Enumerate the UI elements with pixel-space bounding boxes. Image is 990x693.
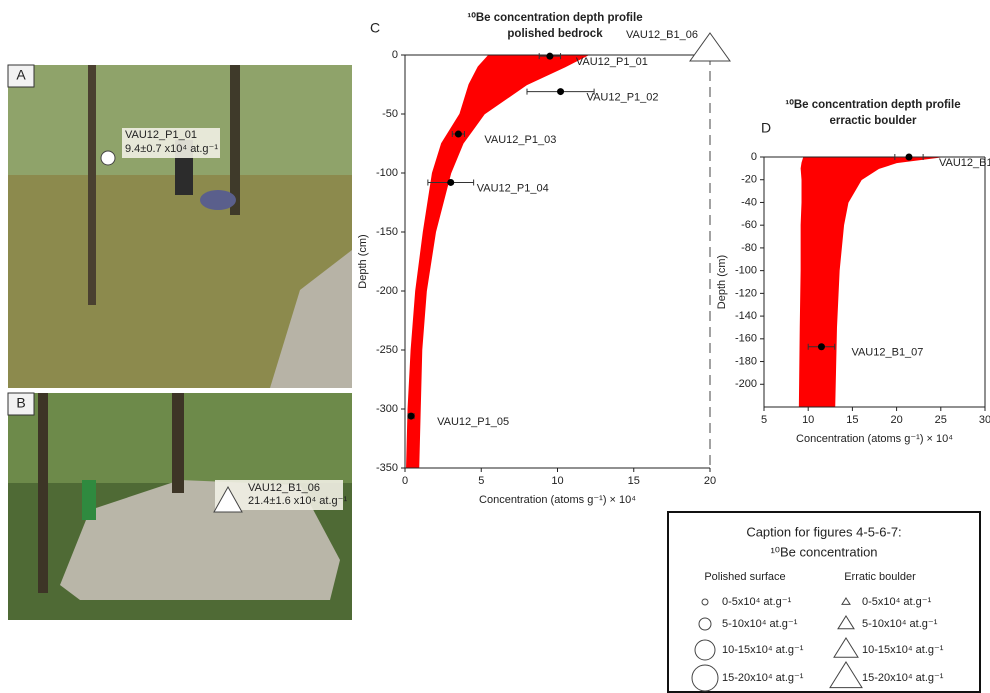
legend-label: 10-15x10⁴ at.g⁻¹: [862, 644, 944, 656]
y-tick-label: -250: [376, 344, 398, 356]
legend-circle: [698, 617, 712, 631]
legend-triangle: [837, 615, 855, 630]
x-tick-label: 15: [628, 475, 640, 487]
sample-point: [447, 178, 455, 186]
legend-triangle: [829, 661, 863, 689]
legend-label: 0-5x10⁴ at.g⁻¹: [862, 596, 932, 608]
chart-title: ¹⁰Be concentration depth profile: [785, 98, 960, 111]
sample-point: [454, 130, 462, 138]
sample-label: VAU12_B1_06: [939, 157, 990, 169]
caption-subtitle: ¹⁰Be concentration: [770, 544, 877, 559]
y-tick-label: -300: [376, 403, 398, 415]
y-tick-label: -100: [735, 265, 757, 277]
model-band: [406, 54, 589, 469]
sample-label: VAU12_P1_04: [477, 182, 549, 194]
sample-point: [407, 412, 415, 420]
caption-box: [667, 511, 981, 693]
legend-triangle: [833, 637, 859, 658]
y-tick-label: 0: [392, 49, 398, 61]
panel-letter: D: [761, 120, 771, 136]
x-tick-label: 5: [478, 475, 484, 487]
x-tick-label: 20: [890, 414, 902, 426]
y-axis-label: Depth (cm): [716, 255, 728, 309]
y-tick-label: -120: [735, 287, 757, 299]
caption-title: Caption for figures 4-5-6-7:: [746, 524, 901, 539]
photo-concentration: 21.4±1.6 x10⁴ at.g⁻¹: [248, 495, 347, 507]
sample-label: VAU12_P1_03: [484, 134, 556, 146]
y-tick-label: 0: [751, 151, 757, 163]
panel-letter: C: [370, 20, 380, 36]
legend-triangle: [841, 597, 851, 605]
y-tick-label: -100: [376, 167, 398, 179]
y-tick-label: -200: [735, 378, 757, 390]
x-tick-label: 25: [935, 414, 947, 426]
legend-label: 15-20x10⁴ at.g⁻¹: [862, 672, 944, 684]
y-tick-label: -150: [376, 226, 398, 238]
photo-sample: VAU12_B1_06: [248, 482, 320, 494]
x-tick-label: 20: [704, 475, 716, 487]
axis-frame: [404, 55, 710, 469]
x-tick-label: 30: [979, 414, 990, 426]
sample-point: [817, 343, 825, 351]
legend-label: 15-20x10⁴ at.g⁻¹: [722, 672, 804, 684]
x-axis-label: Concentration (atoms g⁻¹) × 10⁴: [479, 494, 636, 506]
caption-heading: Polished surface: [704, 571, 785, 583]
y-axis-label: Depth (cm): [357, 234, 369, 288]
panel-letter: A: [16, 67, 26, 83]
y-tick-label: -200: [376, 285, 398, 297]
legend-label: 0-5x10⁴ at.g⁻¹: [722, 596, 792, 608]
y-tick-label: -20: [741, 174, 757, 186]
sample-label: VAU12_P1_01: [576, 56, 648, 68]
model-band: [798, 156, 941, 408]
y-tick-label: -180: [735, 355, 757, 367]
panel-letter: B: [16, 395, 25, 411]
photo-concentration: 9.4±0.7 x10⁴ at.g⁻¹: [125, 143, 218, 155]
axis-frame: [763, 157, 986, 408]
caption-heading: Erratic boulder: [844, 571, 916, 583]
y-tick-label: -350: [376, 462, 398, 474]
photo-a: [7, 64, 352, 388]
y-tick-label: -50: [382, 108, 398, 120]
x-tick-label: 15: [846, 414, 858, 426]
sample-label: VAU12_B1_07: [851, 347, 923, 359]
legend-circle: [701, 598, 709, 606]
sample-point: [546, 52, 554, 60]
reference-triangle: [689, 32, 731, 62]
legend-label: 5-10x10⁴ at.g⁻¹: [862, 618, 938, 630]
legend-circle: [694, 639, 716, 661]
legend-label: 5-10x10⁴ at.g⁻¹: [722, 618, 798, 630]
x-tick-label: 5: [761, 414, 767, 426]
legend-circle: [691, 664, 719, 692]
x-tick-label: 10: [551, 475, 563, 487]
photo-b: [7, 392, 352, 620]
sample-label: VAU12_P1_02: [587, 91, 659, 103]
y-tick-label: -140: [735, 310, 757, 322]
sample-label: VAU12_P1_05: [437, 416, 509, 428]
y-tick-label: -80: [741, 242, 757, 254]
legend-label: 10-15x10⁴ at.g⁻¹: [722, 644, 804, 656]
photo-sample: VAU12_P1_01: [125, 129, 197, 141]
y-tick-label: -60: [741, 219, 757, 231]
chart-title: erractic boulder: [830, 115, 917, 127]
x-axis-label: Concentration (atoms g⁻¹) × 10⁴: [796, 433, 953, 445]
sample-point: [905, 153, 913, 161]
chart-title: ¹⁰Be concentration depth profile: [467, 11, 642, 24]
sample-point: [557, 88, 565, 96]
x-tick-label: 10: [802, 414, 814, 426]
x-tick-label: 0: [402, 475, 408, 487]
y-tick-label: -160: [735, 333, 757, 345]
reference-label: VAU12_B1_06: [626, 29, 698, 41]
chart-title: polished bedrock: [507, 28, 603, 40]
y-tick-label: -40: [741, 196, 757, 208]
